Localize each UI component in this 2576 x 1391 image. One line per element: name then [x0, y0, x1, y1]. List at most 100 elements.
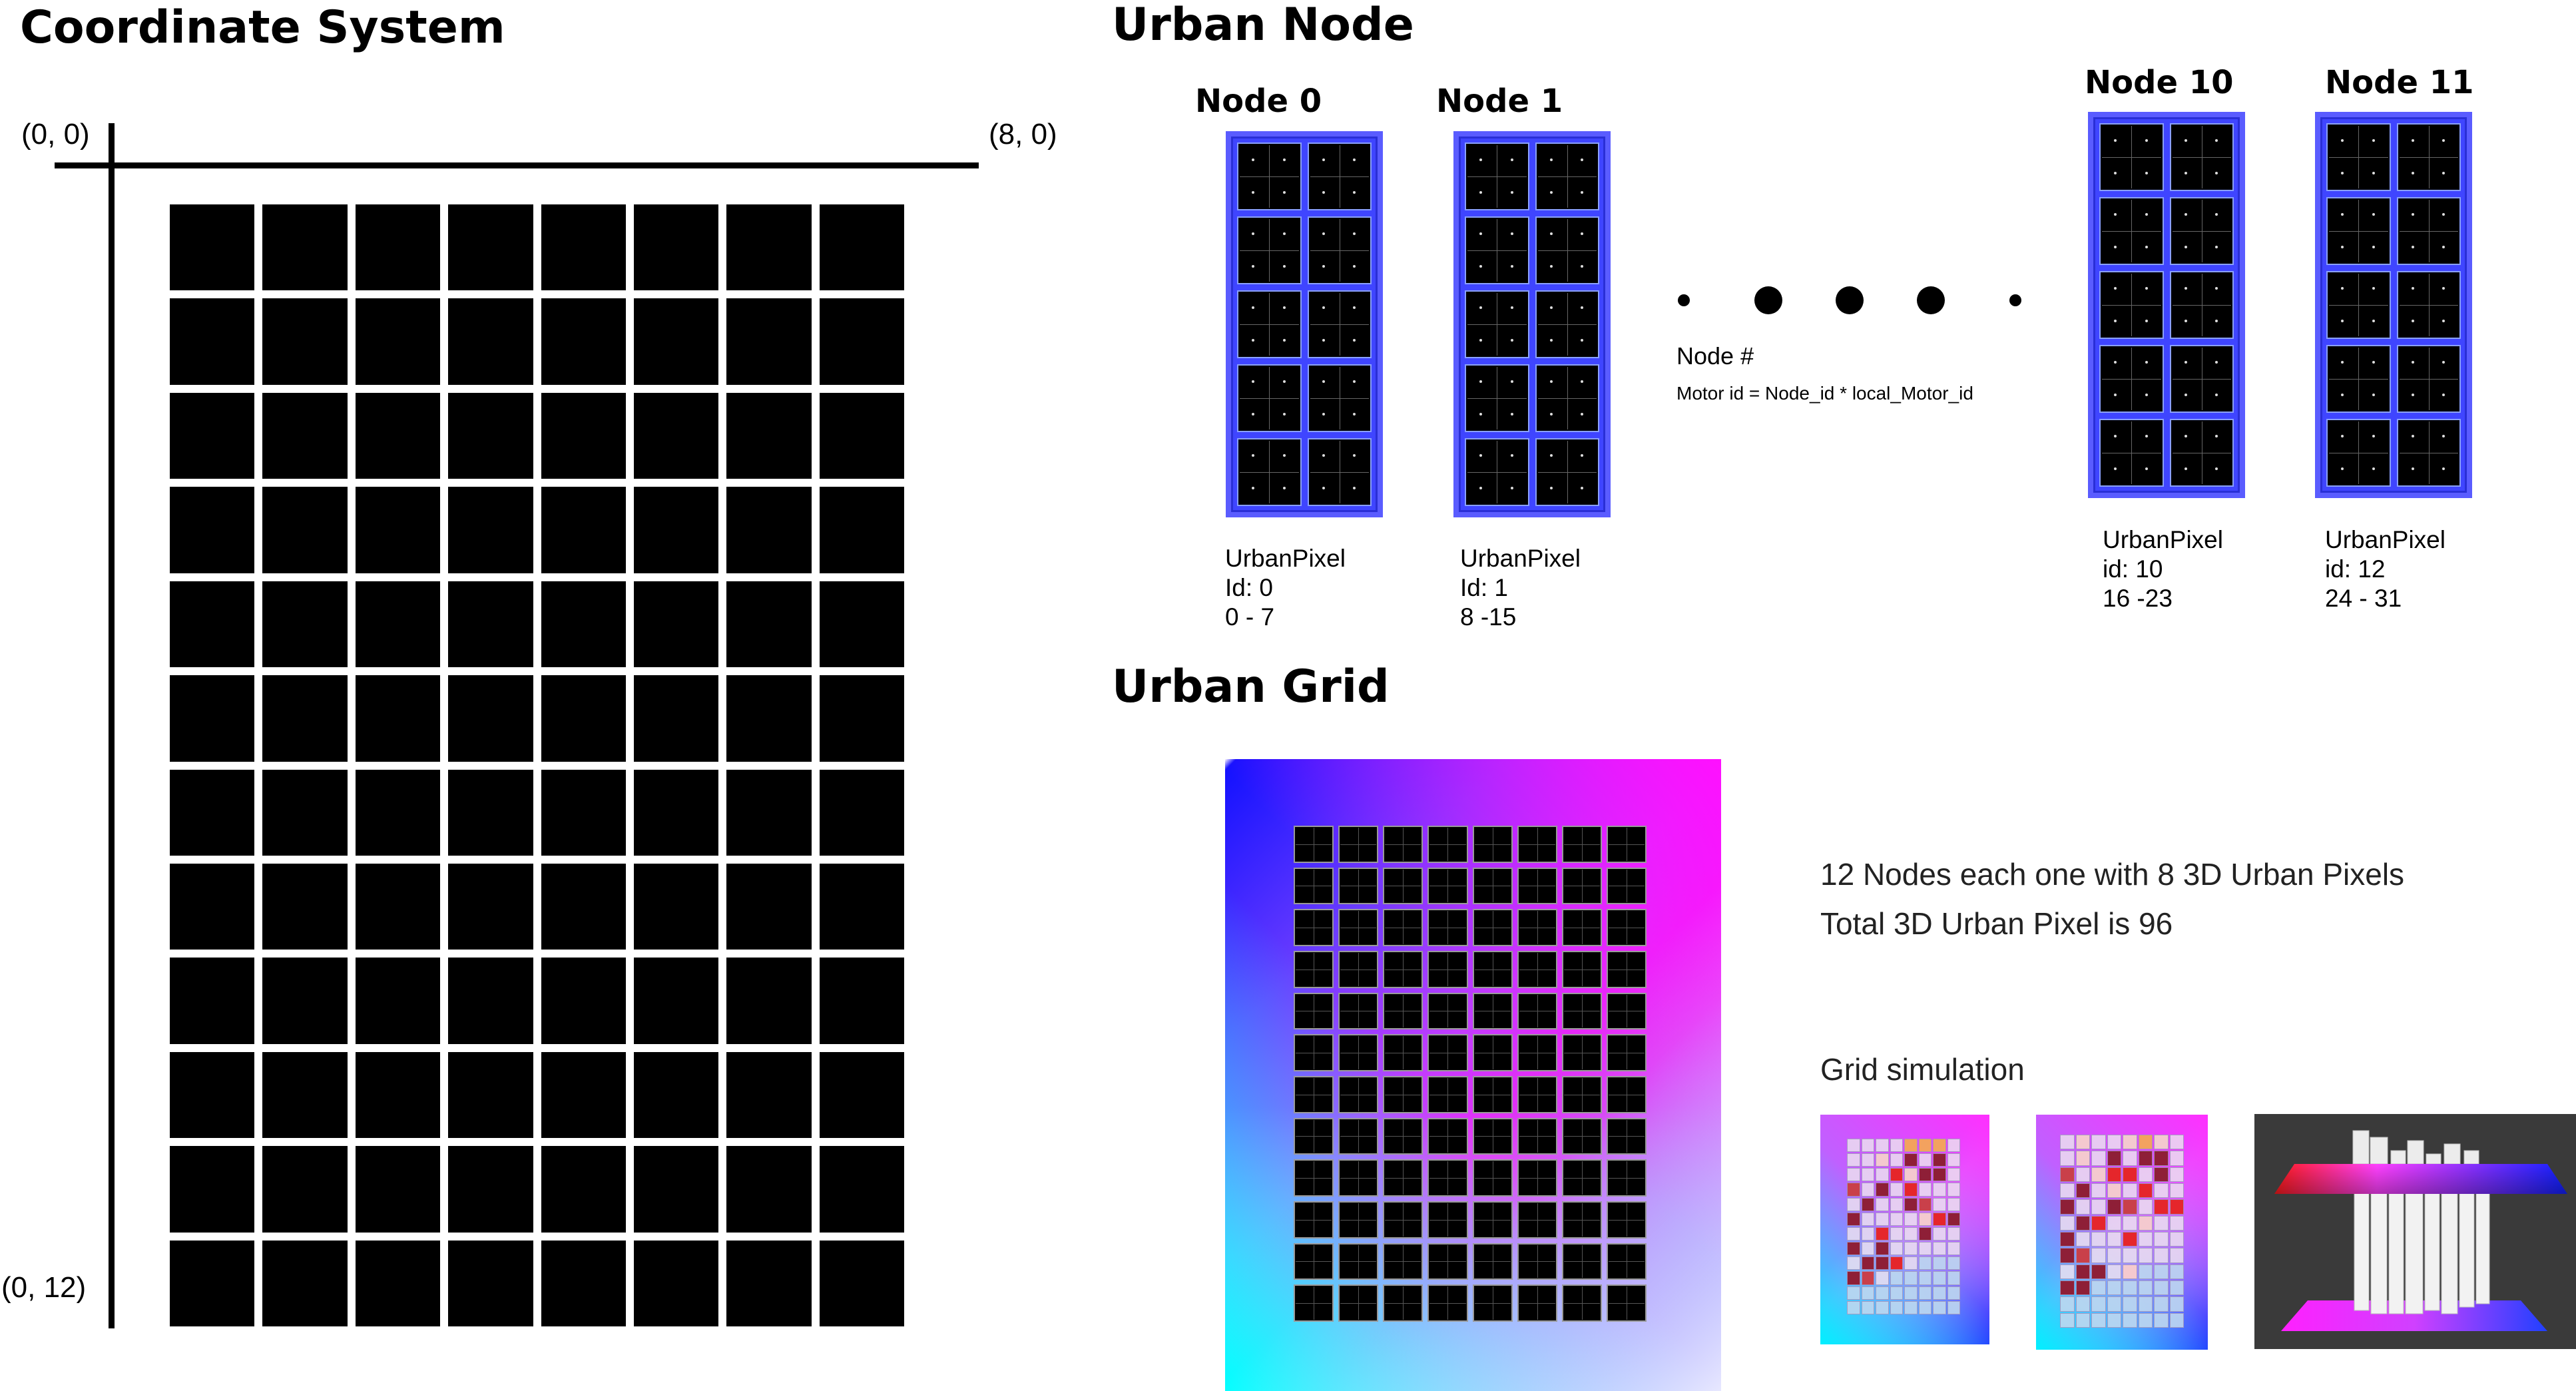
motor-dot	[1479, 232, 1483, 235]
simulation-grid-cell	[2075, 1232, 2090, 1247]
simulation-grid-cell	[1933, 1286, 1946, 1300]
motor-dot	[1510, 306, 1513, 309]
urban-grid-cell	[1427, 1201, 1468, 1239]
simulation-grid-cell	[2107, 1280, 2121, 1296]
simulation-grid-cell	[2060, 1296, 2075, 1312]
coordinate-grid-cell	[541, 769, 626, 856]
simulation-grid-cell	[1933, 1256, 1946, 1270]
coordinate-grid-cell	[355, 1240, 441, 1326]
urban-grid-cell	[1383, 992, 1423, 1030]
motor-dot	[2114, 139, 2117, 142]
motor-dot	[2145, 393, 2148, 396]
ellipsis-dot-3	[1917, 286, 1945, 314]
coordinate-grid-cell	[170, 863, 255, 950]
simulation-grid-cell	[2091, 1312, 2106, 1328]
urban-pixel	[1465, 290, 1529, 358]
motor-dot	[1252, 338, 1255, 342]
motor-dot	[2215, 286, 2218, 290]
simulation-grid-cell	[1947, 1139, 1960, 1153]
simulation-grid-cell	[2107, 1199, 2121, 1215]
simulation-grid-cell	[1847, 1271, 1860, 1285]
motor-dot	[2442, 286, 2446, 290]
coordinate-grid-cell	[355, 958, 441, 1044]
simulation-grid-cell	[2091, 1296, 2106, 1312]
top-right-coordinate-label: (8, 0)	[989, 118, 1057, 150]
motor-dot	[1353, 264, 1356, 268]
urban-grid-cell	[1383, 1076, 1423, 1113]
simulation-grid-cell	[1861, 1139, 1874, 1153]
coordinate-grid-cell	[170, 204, 255, 291]
motor-dot	[2145, 319, 2148, 322]
simulation-grid-cell	[2169, 1199, 2184, 1215]
urban-grid-cell	[1427, 1076, 1468, 1113]
simulation-grid-cell	[1847, 1212, 1860, 1226]
simulation-grid-cell	[1933, 1183, 1946, 1197]
simulation-grid-cell	[1947, 1168, 1960, 1182]
urban-pixel	[1535, 438, 1599, 506]
coordinate-grid-cell	[355, 298, 441, 385]
motor-dot	[2114, 212, 2117, 216]
coordinate-grid-cell	[819, 769, 904, 856]
coordinate-grid-cell	[170, 958, 255, 1044]
node-10-caption-line2: id: 10	[2103, 555, 2163, 583]
urban-grid-cell	[1294, 1243, 1334, 1280]
urban-pixel	[2169, 123, 2234, 191]
simulation-grid-cell	[1933, 1212, 1946, 1226]
simulation-grid-cell	[2138, 1135, 2153, 1150]
urban-grid-cell	[1338, 867, 1379, 905]
simulation-grid-cell	[2154, 1280, 2169, 1296]
urban-pixel	[1237, 290, 1302, 358]
simulation-grid-cell	[2138, 1248, 2153, 1263]
urban-pixel	[1307, 290, 1372, 358]
motor-dot	[1282, 380, 1286, 383]
motor-dot	[1353, 453, 1356, 457]
simulation-grid-cell	[1947, 1242, 1960, 1256]
urban-grid-cell	[1606, 992, 1647, 1030]
motor-dot	[2411, 171, 2414, 174]
urban-grid-cell	[1561, 1243, 1602, 1280]
motor-dot	[1510, 486, 1513, 489]
coordinate-grid-cell	[262, 581, 348, 668]
motor-dot	[1510, 453, 1513, 457]
simulation-3d-render	[2274, 1130, 2567, 1331]
urban-grid-cell	[1472, 826, 1513, 863]
simulation-grid-cell	[2091, 1215, 2106, 1231]
simulation-grid-cell	[2075, 1183, 2090, 1199]
urban-grid-cell	[1383, 951, 1423, 988]
motor-dot	[2215, 434, 2218, 437]
urban-pixel	[1307, 142, 1372, 210]
coordinate-grid-cell	[819, 1240, 904, 1326]
simulation-grid-cell	[1904, 1168, 1918, 1182]
simulation-grid-cell	[1890, 1212, 1903, 1226]
motor-dot	[2184, 245, 2187, 248]
simulation-grid-cell	[1876, 1212, 1889, 1226]
urban-grid-cell	[1561, 1159, 1602, 1197]
urban-grid-cell	[1561, 867, 1602, 905]
urban-pixel	[1465, 438, 1529, 506]
simulation-grid-cell	[1904, 1227, 1918, 1241]
urban-grid-cell	[1338, 826, 1379, 863]
urban-grid-cell	[1383, 867, 1423, 905]
coordinate-grid-cell	[633, 1146, 719, 1233]
motor-dot	[2442, 467, 2446, 470]
motor-dot	[2145, 434, 2148, 437]
motor-dot	[2341, 393, 2344, 396]
urban-pixel	[2099, 419, 2164, 487]
coordinate-grid-cell	[541, 1051, 626, 1139]
motor-dot	[1510, 380, 1513, 383]
urban-pixel	[2099, 345, 2164, 413]
motor-dot	[2442, 212, 2446, 216]
simulation-grid-cell	[2154, 1199, 2169, 1215]
motor-dot	[2215, 212, 2218, 216]
simulation-grid-cell	[2107, 1312, 2121, 1328]
urban-grid-cell	[1606, 909, 1647, 946]
simulation-grid-cell	[1918, 1286, 1932, 1300]
urban-grid-cell	[1338, 1159, 1379, 1197]
urban-grid-cell	[1472, 1034, 1513, 1071]
motor-dot	[2145, 139, 2148, 142]
simulation-grid-cell	[1890, 1286, 1903, 1300]
urban-pixel	[1535, 364, 1599, 432]
pixel-columns-top	[2352, 1130, 2479, 1165]
node-10-title: Node 10	[2085, 64, 2234, 101]
coordinate-grid-cell	[633, 769, 719, 856]
